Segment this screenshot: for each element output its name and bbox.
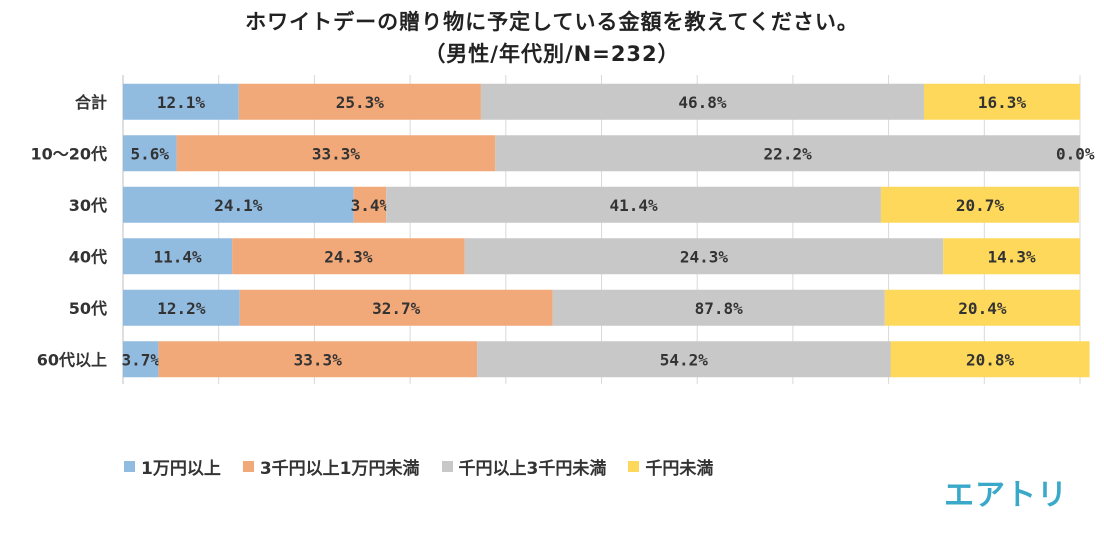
legend-item-10k-plus: 1万円以上 (124, 454, 221, 479)
legend-swatch (124, 461, 135, 472)
bar-segment (495, 135, 1080, 172)
data-label: 41.4% (609, 196, 658, 215)
data-label: 3.7% (121, 350, 160, 369)
bar-segment (890, 341, 1090, 378)
legend-swatch (628, 461, 640, 472)
bar-segment (477, 341, 891, 378)
data-label: 20.7% (956, 196, 1005, 215)
legend-label: 3千円以上1万円未満 (259, 459, 420, 479)
data-label: 0.0% (1056, 144, 1095, 163)
data-label: 46.8% (678, 93, 727, 112)
data-label: 24.1% (214, 196, 263, 215)
stacked-bar-chart: 合計 12.1% 25.3% 46.8% 16.3% 10～20代 5.6% 33.3% 22.… (30, 75, 1095, 384)
data-label: 16.3% (978, 93, 1027, 112)
data-label: 25.3% (336, 93, 385, 112)
legend-item-1k-3k: 千円以上3千円未満 (441, 454, 607, 479)
brand-logo: エアトリ (944, 478, 1068, 513)
data-label: 20.8% (966, 350, 1015, 369)
data-label: 5.6% (131, 144, 170, 163)
chart-subtitle: （男性/年代別/N=232） (424, 42, 680, 66)
data-label: 24.3% (324, 247, 373, 266)
legend-label: 千円以上3千円未満 (458, 459, 607, 479)
data-label: 24.3% (680, 247, 729, 266)
data-label: 12.1% (157, 93, 206, 112)
data-label: 12.2% (157, 299, 206, 318)
legend-label: 1万円以上 (141, 459, 221, 479)
category-label: 10～20代 (30, 144, 107, 163)
legend-swatch (242, 461, 254, 472)
data-label: 87.8% (695, 299, 744, 318)
bar-segment (123, 341, 159, 378)
bar-segment (123, 186, 354, 223)
data-label: 14.3% (987, 247, 1036, 266)
category-label: 50代 (69, 299, 107, 318)
category-label: 合計 (75, 93, 107, 112)
bar-segment (880, 186, 1080, 223)
legend-label: 千円未満 (645, 459, 714, 479)
data-label: 32.7% (372, 299, 421, 318)
data-label: 33.3% (294, 350, 343, 369)
data-label: 22.2% (764, 144, 813, 163)
bar-segment (386, 186, 881, 223)
bar-segment (884, 289, 1080, 326)
data-label: 3.4% (351, 196, 390, 215)
category-label: 30代 (69, 196, 107, 215)
bar-segment (123, 83, 239, 120)
bar-segment (158, 341, 478, 378)
bar-segment (176, 135, 496, 172)
data-label: 11.4% (153, 247, 202, 266)
data-label: 54.2% (660, 350, 709, 369)
category-label: 40代 (69, 247, 107, 266)
legend-swatch (441, 461, 453, 472)
legend-item-3k-10k: 3千円以上1万円未満 (242, 454, 420, 479)
bar-segment (353, 186, 387, 223)
category-label: 60代以上 (37, 350, 107, 369)
bar-segment (924, 83, 1080, 120)
bar-segment (123, 135, 177, 172)
bar-segment (232, 238, 465, 275)
bar-segment (552, 289, 885, 326)
bar-segment (123, 289, 240, 326)
bar-segment (943, 238, 1080, 275)
chart-title: ホワイトデーの贈り物に予定している金額を教えてください。 (245, 10, 859, 34)
data-label: 33.3% (312, 144, 361, 163)
bar-segment (464, 238, 944, 275)
bar-segment (238, 83, 481, 120)
bar-segment (480, 83, 925, 120)
legend-item-under-1k: 千円未満 (628, 454, 713, 479)
bar-segment (123, 238, 233, 275)
bar-segment (239, 289, 553, 326)
data-label: 20.4% (958, 299, 1007, 318)
legend: 1万円以上 3千円以上1万円未満 千円以上3千円未満 千円未満 (124, 454, 713, 479)
